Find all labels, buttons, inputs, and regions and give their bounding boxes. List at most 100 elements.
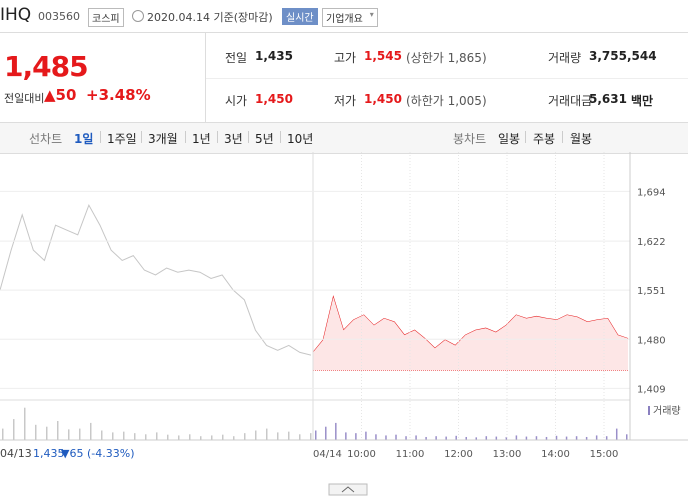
volume-bar — [46, 426, 48, 440]
tab-separator — [525, 131, 526, 143]
volume-bar — [134, 433, 136, 440]
stat-note: (상한가 1,865) — [405, 51, 487, 65]
tab-separator — [280, 131, 281, 143]
x-tick-label: 15:00 — [590, 449, 619, 460]
volume-bar — [167, 434, 169, 440]
volume-bar — [68, 429, 70, 440]
volume-bar — [13, 419, 15, 440]
tab-separator — [248, 131, 249, 143]
period-tab[interactable]: 5년 — [255, 132, 274, 146]
volume-bar — [585, 436, 588, 440]
tab-label: 봉차트 — [453, 132, 487, 146]
stat-label: 거래량 — [548, 51, 582, 65]
collapse-handle[interactable] — [328, 483, 368, 496]
stat-label: 저가 — [334, 94, 357, 108]
volume-bar — [101, 430, 103, 440]
period-tab[interactable]: 3개월 — [148, 132, 178, 146]
candle-tab[interactable]: 일봉 — [498, 132, 521, 146]
overview-dropdown[interactable]: 기업개요 ▾ — [322, 8, 378, 27]
volume-bar — [189, 434, 191, 440]
y-tick-label: 1,409 — [637, 384, 666, 395]
volume-bar — [266, 428, 268, 440]
period-tab[interactable]: 1주일 — [107, 132, 137, 146]
volume-bar — [57, 421, 59, 440]
y-tick-label: 1,480 — [637, 335, 666, 346]
candle-tab[interactable]: 주봉 — [533, 132, 556, 146]
volume-bar — [485, 436, 488, 440]
x-tick-label: 11:00 — [396, 449, 425, 460]
overview-label: 기업개요 — [326, 14, 363, 25]
stat-value: 5,631 — [589, 92, 627, 106]
volume-bar — [355, 433, 357, 440]
volume-bar — [90, 422, 92, 440]
volume-bar — [455, 435, 457, 440]
stat-label: 전일 — [225, 51, 248, 65]
volume-bar — [535, 436, 538, 440]
market-badge: 코스피 — [88, 8, 124, 27]
volume-bar — [595, 435, 598, 440]
volume-bar — [365, 431, 367, 440]
realtime-button[interactable]: 실시간 — [282, 8, 318, 25]
volume-bar — [425, 436, 427, 440]
footer-close: 1,435 — [33, 447, 65, 460]
volume-bar — [288, 431, 290, 440]
volume-bar — [222, 434, 224, 440]
x-tick-label: 13:00 — [493, 449, 522, 460]
y-tick-label: 1,694 — [637, 187, 666, 198]
stat-value: 3,755,544 — [589, 49, 657, 63]
candle-tab[interactable]: 월봉 — [570, 132, 593, 146]
stat-unit: 백만 — [630, 94, 654, 108]
change: ▲50 — [44, 86, 77, 104]
volume-legend-swatch — [648, 406, 650, 415]
volume-bar — [211, 435, 213, 440]
volume-bar — [233, 436, 235, 440]
x-tick-label: 14:00 — [541, 449, 570, 460]
footer-rate: (-4.33%) — [87, 447, 135, 460]
stat-value: 1,450 — [255, 92, 293, 106]
tab-separator — [217, 131, 218, 143]
collapse-icon — [341, 486, 355, 493]
y-tick-label: 1,622 — [637, 237, 666, 248]
volume-bar — [200, 436, 202, 440]
volume-bar — [465, 436, 467, 440]
stat-label: 거래대금 — [548, 94, 593, 108]
volume-bar — [555, 435, 558, 440]
volume-bar — [405, 436, 407, 440]
tab-separator — [100, 131, 101, 143]
dropdown-arrow: ▾ — [369, 10, 374, 19]
volume-bar — [145, 434, 147, 440]
tab-separator — [185, 131, 186, 143]
stat-value: 1,435 — [255, 49, 293, 63]
stat-value: 1,545 — [364, 49, 402, 63]
volume-bar — [385, 435, 387, 440]
tab-separator — [141, 131, 142, 143]
stat-label: 고가 — [334, 51, 357, 65]
volume-bar — [156, 432, 158, 440]
y-tick-label: 1,551 — [637, 286, 666, 297]
volume-bar — [244, 433, 246, 440]
volume-bar — [565, 436, 568, 440]
volume-bar — [112, 432, 114, 440]
volume-bar — [475, 437, 478, 440]
date: 2020.04.14 기준(장마감) — [147, 11, 273, 24]
volume-bar — [545, 436, 548, 440]
volume-bar — [605, 436, 608, 440]
period-tab[interactable]: 3년 — [224, 132, 243, 146]
volume-bar — [35, 424, 37, 440]
change-rate: +3.48% — [86, 86, 151, 104]
volume-bar — [178, 435, 180, 440]
period-tab[interactable]: 1일 — [74, 132, 94, 146]
period-tab[interactable]: 10년 — [287, 132, 314, 146]
volume-bar — [123, 431, 125, 440]
divider — [205, 33, 206, 122]
tab-bar — [0, 122, 688, 154]
volume-bar — [255, 430, 257, 440]
stock-name: IHQ — [0, 5, 32, 25]
volume-bar — [505, 436, 508, 440]
period-tab[interactable]: 1년 — [192, 132, 211, 146]
volume-label: 거래량 — [653, 405, 681, 417]
volume-bar — [375, 434, 377, 440]
divider — [206, 78, 688, 79]
previous-day-line — [0, 203, 312, 356]
